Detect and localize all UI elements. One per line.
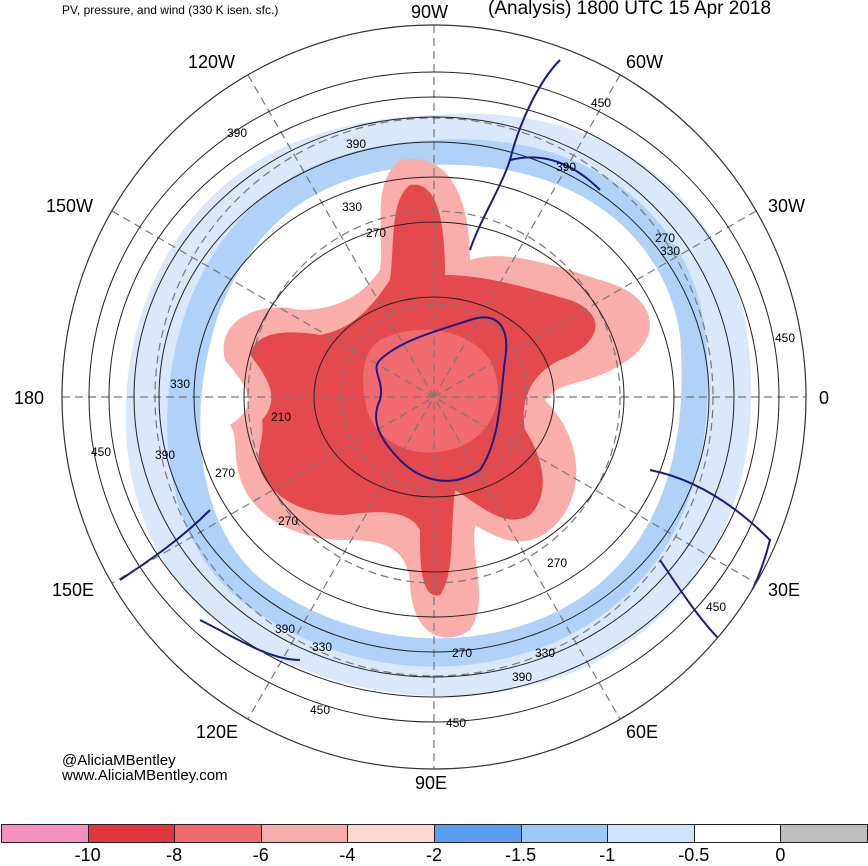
graticule	[62, 25, 806, 769]
contour-label: 270	[452, 646, 473, 660]
map-subtitle: PV, pressure, and wind (330 K isen. sfc.…	[62, 3, 279, 17]
colorbar-swatch	[87, 824, 176, 843]
colorbar-swatch	[780, 824, 868, 843]
contour-label: 390	[275, 622, 296, 636]
contour-label: 210	[271, 410, 292, 424]
colorbar-tick-label: -6	[252, 845, 269, 865]
contour-label: 450	[446, 716, 467, 730]
credit-website: www.AliciaMBentley.com	[62, 767, 228, 784]
contour-label: 270	[215, 466, 236, 480]
lon-label-30e: 30E	[768, 580, 801, 600]
contour-label: 450	[91, 445, 112, 459]
lon-label-120w: 120W	[188, 52, 236, 72]
contour-label: 390	[346, 137, 367, 151]
contour-label: 330	[535, 646, 556, 660]
colorbar-tick-label: -1.5	[505, 845, 537, 865]
contour-label: 390	[512, 670, 533, 684]
contour-label: 390	[227, 126, 248, 140]
contour-label: 270	[547, 556, 568, 570]
lon-label-180: 180	[14, 388, 45, 408]
contour-label: 450	[775, 331, 796, 345]
colorbar-tick-label: -1	[599, 845, 616, 865]
lon-label-30w: 30W	[768, 196, 806, 216]
contour-label: 330	[342, 200, 363, 214]
colorbar-tick-label: -2	[425, 845, 443, 865]
contour-label: 450	[310, 703, 331, 717]
colorbar-swatch	[1, 824, 89, 843]
lon-label-150w: 150W	[46, 196, 94, 216]
contour-label: 450	[706, 600, 727, 614]
colorbar-swatch	[347, 824, 435, 843]
coastlines	[119, 59, 772, 661]
polar-map	[61, 24, 807, 770]
lon-label-90w: 90W	[411, 2, 449, 22]
contour-label: 330	[660, 244, 681, 258]
lon-label-90e: 90E	[415, 773, 448, 793]
lon-label-150e: 150E	[52, 580, 95, 600]
map-title: (Analysis) 1800 UTC 15 Apr 2018	[488, 0, 772, 19]
contour-label: 270	[655, 231, 676, 245]
colorbar-tick-label: -8	[166, 845, 183, 865]
contour-label: 390	[155, 448, 176, 462]
contour-label: 330	[170, 377, 191, 391]
contour-label: 270	[366, 226, 387, 240]
lon-label-120e: 120E	[196, 722, 239, 742]
isobars	[88, 71, 780, 723]
contour-label: 330	[312, 640, 333, 654]
lon-label-60e: 60E	[626, 722, 659, 742]
lon-label-0: 0	[819, 388, 830, 408]
lon-label-60w: 60W	[626, 52, 664, 72]
contour-label: 390	[556, 160, 577, 174]
contour-label: 450	[591, 96, 612, 110]
colorbar-swatch	[260, 824, 349, 843]
credit-handle: @AliciaMBentley	[62, 752, 176, 769]
colorbar-tick-label: -4	[339, 845, 356, 865]
colorbar-tick-label: -0.5	[678, 845, 710, 865]
colorbar-tick-label: -10	[74, 845, 101, 865]
colorbar-swatch	[607, 824, 695, 843]
colorbar-swatch	[693, 824, 782, 843]
colorbar-swatch	[174, 824, 262, 843]
colorbar-swatch	[520, 824, 609, 843]
colorbar-swatch	[434, 824, 522, 843]
contour-label: 270	[278, 514, 299, 528]
colorbar-tick-label: 0	[775, 845, 786, 865]
